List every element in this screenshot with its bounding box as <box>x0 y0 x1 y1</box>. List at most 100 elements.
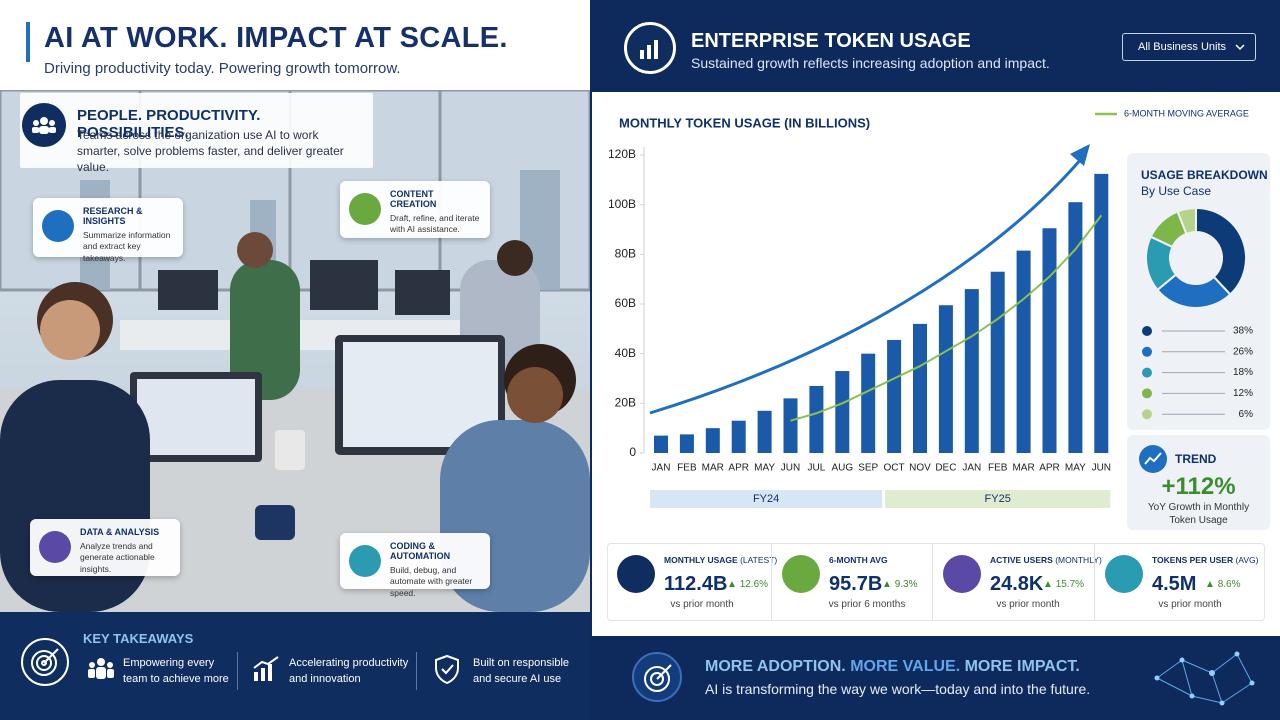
bar <box>1042 228 1057 453</box>
bar <box>705 428 720 453</box>
y-tick-label: 80B <box>615 247 636 261</box>
kpi-qualifier: (LATEST) <box>740 555 778 565</box>
trend-text: YoY Growth in Monthly Token Usage <box>1147 502 1250 526</box>
x-tick-label: MAR <box>1012 463 1034 474</box>
kpi-label: MONTHLY USAGE (LATEST) <box>664 555 777 565</box>
card-icon <box>39 531 71 563</box>
hero-card: PEOPLE. PRODUCTIVITY. POSSIBILITIES. Tea… <box>20 93 373 174</box>
x-tick-label: SEP <box>858 463 878 474</box>
kpi-label: 6-MONTH AVG <box>829 555 888 565</box>
footer-text: AI is transforming the way we work—today… <box>705 681 1091 697</box>
bar <box>861 353 876 453</box>
kpi-change: ▲ 15.7% <box>1043 579 1085 590</box>
kpi-strip <box>607 543 1265 621</box>
card-icon <box>349 545 381 577</box>
chart-glyph <box>253 656 279 681</box>
bar <box>964 289 979 453</box>
bar <box>1094 173 1109 453</box>
x-tick-label: JUN <box>781 463 800 474</box>
bar <box>1016 250 1031 453</box>
bar <box>731 420 746 453</box>
x-tick-label: MAR <box>702 463 724 474</box>
divider <box>416 652 417 690</box>
kpi-label-main: 6-MONTH AVG <box>829 555 888 565</box>
footer-icon <box>632 652 682 702</box>
card-icon <box>349 193 381 225</box>
kpi-qualifier: (MONTHLY) <box>1055 555 1102 565</box>
trend-value: +112% <box>1161 473 1236 500</box>
bar <box>809 385 824 453</box>
kpi-value: 112.4B <box>664 573 728 595</box>
x-tick-label: MAY <box>754 463 775 474</box>
filter-dropdown[interactable]: All Business Units <box>1122 33 1256 61</box>
kpi: MONTHLY USAGE (LATEST) 112.4B ▲ 12.6% vs pr… <box>607 543 777 621</box>
kpi: 6-MONTH AVG 95.7B ▲ 9.3% vs prior 6 months <box>771 543 933 621</box>
right-header: ENTERPRISE TOKEN USAGE Sustained growth … <box>590 0 1280 92</box>
slice-label: 12% <box>1233 388 1253 399</box>
bar <box>654 435 668 453</box>
legend-dot <box>1142 388 1152 399</box>
card-icon <box>42 210 74 242</box>
hero-title: PEOPLE. PRODUCTIVITY. POSSIBILITIES. <box>77 107 261 141</box>
card-text: Summarize information and extract key ta… <box>83 230 171 263</box>
legend-dot <box>1142 346 1152 357</box>
kpi-value: 95.7B <box>829 573 883 595</box>
x-tick-label: JUL <box>808 463 826 474</box>
network-glyph <box>1154 651 1255 706</box>
y-tick-label: 20B <box>615 396 636 410</box>
shield-glyph <box>435 654 459 684</box>
kpi-value: 4.5M <box>1152 573 1197 595</box>
team-glyph <box>88 658 114 679</box>
bar <box>913 323 927 453</box>
y-tick-label: 120B <box>608 147 636 161</box>
moving-average-line <box>790 214 1103 422</box>
y-tick-label: 100B <box>608 197 636 211</box>
period-band <box>650 490 883 508</box>
right-footer: MORE ADOPTION. MORE VALUE. MORE IMPACT. … <box>592 640 1280 720</box>
kpi-label-main: ACTIVE USERS <box>990 555 1053 565</box>
feature-card: DATA & ANALYSIS Analyze trends and genera… <box>30 519 180 576</box>
legend-dot <box>1142 367 1152 378</box>
trend-title: TREND <box>1175 452 1217 466</box>
target-icon <box>21 638 69 686</box>
kpi-note: vs prior month <box>1158 599 1222 610</box>
kpi-change-value: 9.3% <box>894 579 918 590</box>
trend-glyph <box>1144 452 1162 465</box>
kpi-value: 24.8K <box>990 573 1044 595</box>
card-text: Draft, refine, and iterate with AI assis… <box>390 213 480 235</box>
kpi-icon <box>782 555 820 593</box>
slice-label: 38% <box>1233 326 1253 337</box>
kpi-label-main: TOKENS PER USER <box>1152 555 1234 565</box>
kpi-note: vs prior month <box>670 599 734 610</box>
growth-arrow <box>649 157 1084 415</box>
legend-dot <box>1142 326 1152 336</box>
footer-headline: MORE ADOPTION. MORE VALUE. MORE IMPACT. <box>705 658 1080 676</box>
kpi: ACTIVE USERS (MONTHLY) 24.8K ▲ 15.7% vs pri… <box>932 543 1102 621</box>
kpi-label: TOKENS PER USER (AVG) <box>1152 555 1258 565</box>
x-tick-label: FEB <box>988 463 1008 474</box>
donut-slice <box>1195 206 1247 296</box>
takeaway: Empowering every team to achieve more <box>123 657 229 685</box>
card-title: CODING & AUTOMATION <box>390 541 451 561</box>
kpi-label: ACTIVE USERS (MONTHLY) <box>990 555 1102 565</box>
bar <box>938 305 953 453</box>
x-tick-label: JUN <box>1092 463 1111 474</box>
kpi-note: vs prior month <box>996 599 1060 610</box>
slice-label: 6% <box>1239 409 1254 420</box>
kpi-label-main: MONTHLY USAGE <box>664 555 738 565</box>
chevron <box>1235 44 1245 51</box>
card-text: Analyze trends and generate actionable i… <box>80 541 155 574</box>
trend-panel: TREND +112% YoY Growth in Monthly Token … <box>1127 435 1270 530</box>
bars-glyph <box>640 40 658 59</box>
y-tick-label: 0 <box>629 445 636 459</box>
chart: MONTHLY TOKEN USAGE (IN BILLIONS) 0 20B 40B… <box>608 108 1254 508</box>
bar <box>835 371 850 453</box>
kpi-change: ▲ 12.6% <box>727 579 769 590</box>
kpi-qualifier: (AVG) <box>1235 555 1259 565</box>
bar <box>757 410 772 453</box>
x-tick-label: NOV <box>909 463 931 474</box>
feature-card: RESEARCH & INSIGHTS Summarize information… <box>33 198 183 263</box>
target-glyph <box>644 664 672 692</box>
takeaways-band: KEY TAKEAWAYS Empowering every team to a… <box>0 612 590 720</box>
